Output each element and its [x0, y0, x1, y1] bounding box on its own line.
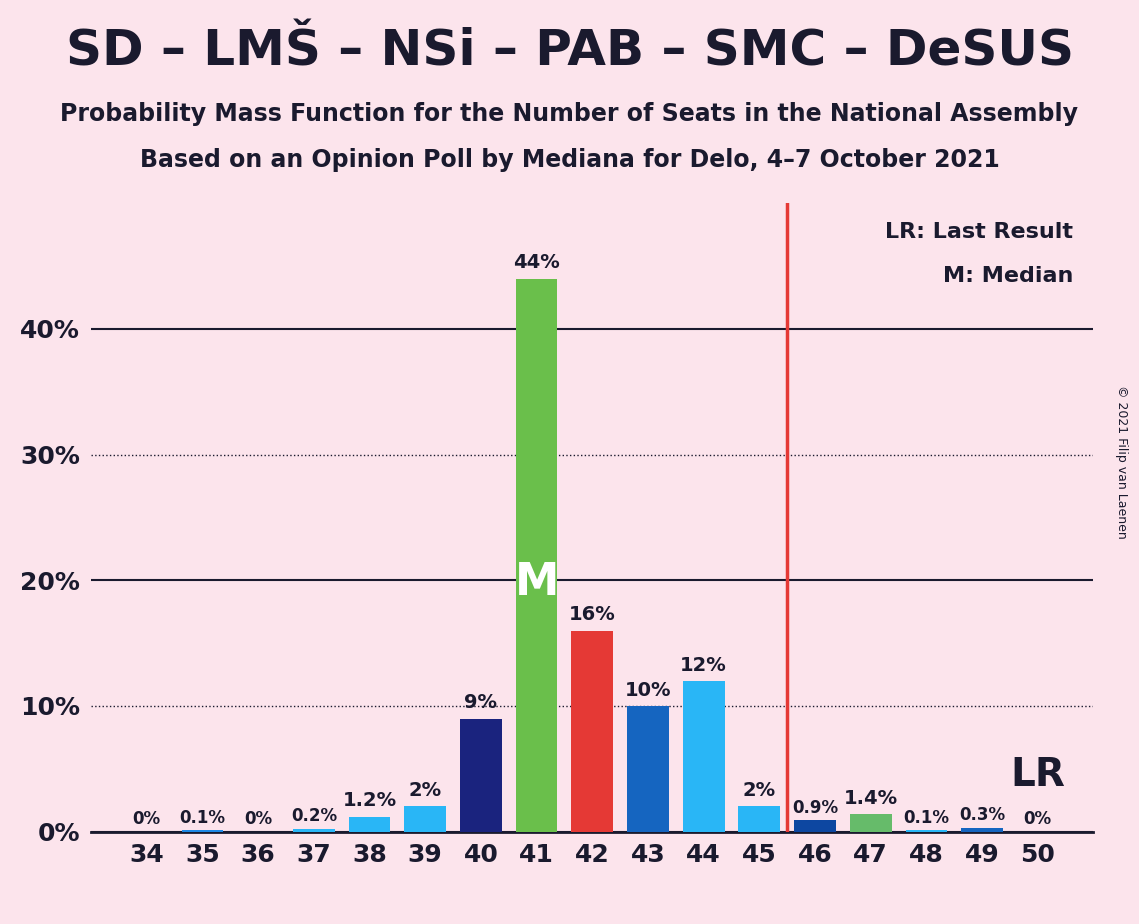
Text: 0.2%: 0.2%: [290, 808, 337, 825]
Bar: [181, 831, 223, 832]
Text: 0.1%: 0.1%: [180, 808, 226, 827]
Text: 2%: 2%: [743, 781, 776, 800]
Text: LR: Last Result: LR: Last Result: [885, 222, 1073, 242]
Text: 2%: 2%: [409, 781, 442, 800]
Bar: [293, 829, 335, 832]
Text: 0%: 0%: [1024, 809, 1051, 828]
Bar: [794, 821, 836, 832]
Bar: [404, 807, 446, 832]
Bar: [850, 814, 892, 832]
Bar: [460, 719, 502, 832]
Bar: [738, 807, 780, 832]
Text: 16%: 16%: [568, 605, 616, 625]
Text: 0.1%: 0.1%: [903, 808, 950, 827]
Bar: [349, 817, 391, 832]
Text: 12%: 12%: [680, 655, 727, 675]
Text: LR: LR: [1010, 756, 1065, 794]
Bar: [516, 279, 557, 832]
Text: 0%: 0%: [244, 809, 272, 828]
Bar: [572, 630, 613, 832]
Bar: [628, 706, 669, 832]
Text: Based on an Opinion Poll by Mediana for Delo, 4–7 October 2021: Based on an Opinion Poll by Mediana for …: [140, 148, 999, 172]
Text: Probability Mass Function for the Number of Seats in the National Assembly: Probability Mass Function for the Number…: [60, 102, 1079, 126]
Text: 44%: 44%: [514, 253, 560, 273]
Text: 1.4%: 1.4%: [844, 789, 898, 808]
Text: M: M: [515, 561, 559, 604]
Text: SD – LMŠ – NSi – PAB – SMC – DeSUS: SD – LMŠ – NSi – PAB – SMC – DeSUS: [66, 28, 1073, 76]
Bar: [906, 831, 948, 832]
Text: 1.2%: 1.2%: [343, 791, 396, 810]
Text: M: Median: M: Median: [943, 266, 1073, 286]
Text: 0%: 0%: [133, 809, 161, 828]
Text: 9%: 9%: [465, 693, 498, 712]
Text: © 2021 Filip van Laenen: © 2021 Filip van Laenen: [1115, 385, 1128, 539]
Bar: [961, 828, 1003, 832]
Text: 0.9%: 0.9%: [792, 798, 838, 817]
Text: 0.3%: 0.3%: [959, 806, 1005, 824]
Bar: [682, 681, 724, 832]
Text: 10%: 10%: [624, 681, 671, 699]
